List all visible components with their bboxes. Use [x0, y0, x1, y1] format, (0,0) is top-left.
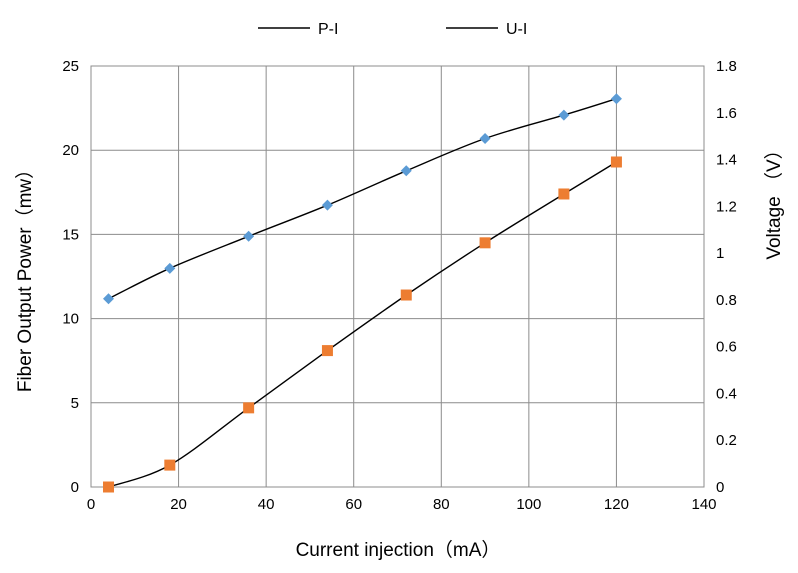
y-left-tick-label: 20	[62, 142, 79, 159]
x-axis-title: Current injection（mA）	[296, 539, 501, 561]
legend-label-p-i: P-I	[318, 21, 338, 38]
y-left-tick-label: 25	[62, 58, 79, 75]
point-u-i	[243, 230, 255, 242]
point-p-i	[321, 345, 333, 357]
x-tick-label: 140	[691, 496, 716, 513]
point-u-i	[479, 133, 491, 145]
grid	[91, 66, 704, 487]
y-right-tick-label: 0.6	[716, 339, 737, 356]
legend: P-I U-I	[258, 21, 527, 38]
tick-labels: 0 20 40 60 80 100 120 140051015202500.20.40.60.…	[62, 58, 737, 513]
point-u-i	[400, 165, 412, 177]
y-left-tick-label: 0	[71, 479, 79, 496]
x-tick-label: 60	[345, 496, 362, 513]
y-right-tick-label: 0.8	[716, 292, 737, 309]
y-right-tick-label: 1.8	[716, 58, 737, 75]
series-line-u-i	[108, 98, 617, 300]
point-u-i	[164, 262, 176, 274]
y-left-tick-label: 10	[62, 311, 79, 328]
y-right-tick-label: 0.4	[716, 385, 737, 402]
x-tick-label: 20	[170, 496, 187, 513]
legend-label-u-i: U-I	[506, 21, 527, 38]
plot-area	[90, 65, 705, 488]
point-p-i	[103, 481, 115, 493]
y-left-tick-label: 15	[62, 226, 79, 243]
x-tick-label: 0	[87, 496, 95, 513]
y-right-tick-label: 1.2	[716, 198, 737, 215]
point-p-i	[400, 289, 412, 301]
point-p-i	[479, 237, 491, 249]
y-right-tick-label: 1.4	[716, 152, 737, 169]
x-tick-label: 120	[604, 496, 629, 513]
point-p-i	[243, 402, 255, 414]
y-right-tick-label: 0	[716, 479, 724, 496]
x-tick-label: 80	[433, 496, 450, 513]
y-left-tick-label: 5	[71, 395, 79, 412]
point-u-i	[321, 199, 333, 211]
y-right-tick-label: 1.6	[716, 105, 737, 122]
x-tick-label: 40	[258, 496, 275, 513]
y-axis-right-title: Voltage （V）	[763, 140, 785, 259]
y-axis-left-title: Fiber Output Power（mw）	[14, 160, 36, 392]
series-markers	[103, 93, 622, 493]
y-right-tick-label: 0.2	[716, 432, 737, 449]
point-u-i	[558, 109, 570, 121]
series-curves	[108, 98, 617, 488]
y-right-tick-label: 1	[716, 245, 724, 262]
point-p-i	[164, 459, 176, 471]
point-p-i	[610, 156, 622, 168]
point-u-i	[610, 93, 622, 105]
series-line-p-i	[108, 161, 617, 488]
point-u-i	[103, 293, 115, 305]
point-p-i	[558, 188, 570, 200]
x-tick-label: 100	[516, 496, 541, 513]
